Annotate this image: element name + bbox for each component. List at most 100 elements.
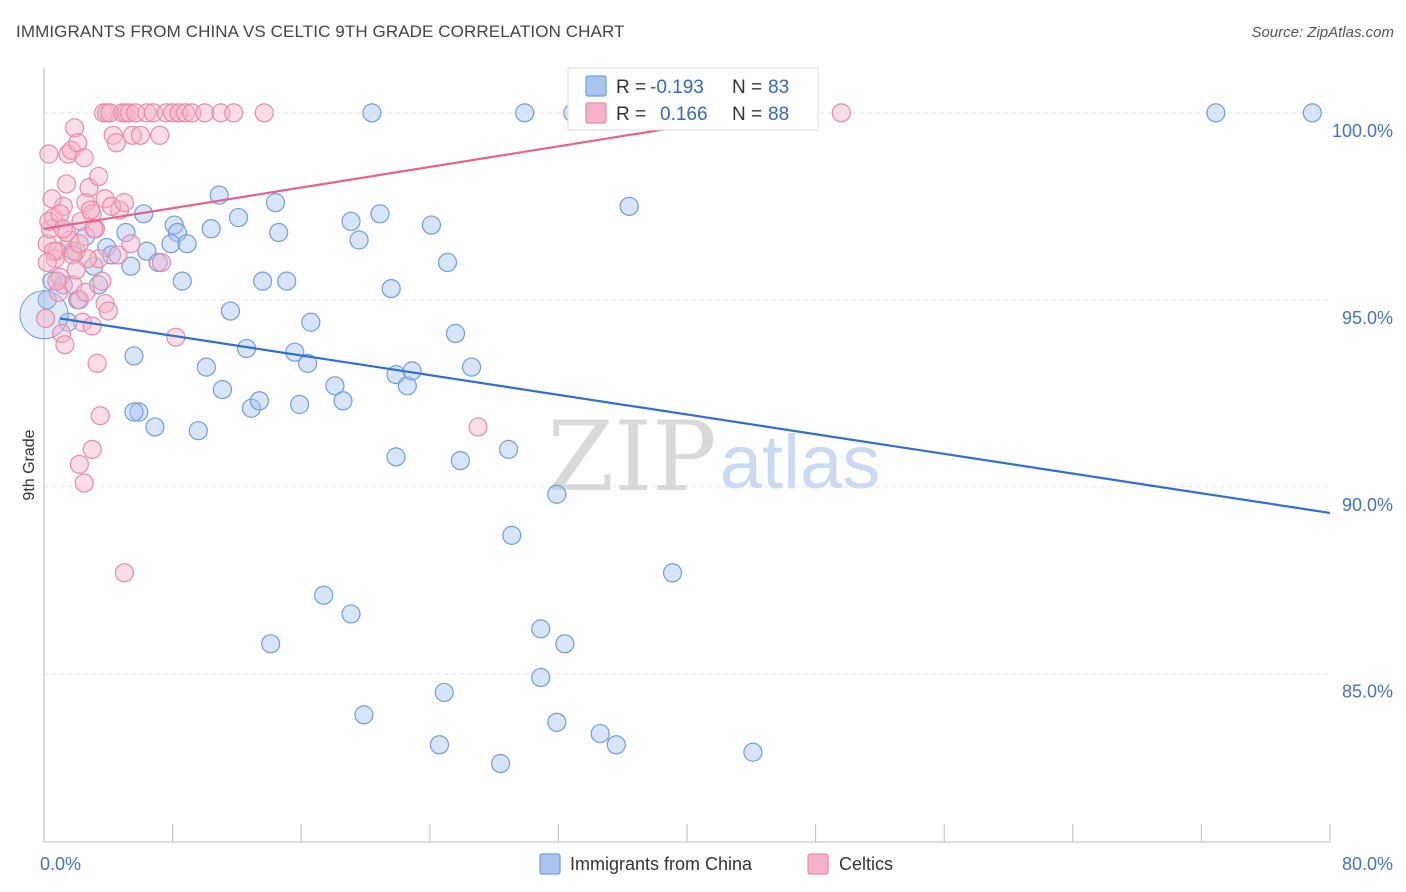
point-celtic-72 xyxy=(50,204,70,224)
point-celtic-85 xyxy=(47,271,67,291)
point-celtic-24 xyxy=(52,323,72,344)
point-celtic-16 xyxy=(89,249,109,269)
point-celtic-82 xyxy=(114,193,134,213)
point-celtic-19 xyxy=(98,301,118,321)
point-china-15 xyxy=(145,417,165,437)
point-celtic-41 xyxy=(106,133,126,153)
point-china-27 xyxy=(220,301,241,321)
point-celtic-36 xyxy=(90,406,110,426)
point-celtic-80 xyxy=(101,196,122,216)
source-label: Source: ZipAtlas.com xyxy=(1251,24,1394,41)
point-china-54 xyxy=(515,103,535,123)
point-china-73 xyxy=(354,705,374,725)
point-china-59 xyxy=(1302,103,1322,123)
point-china-65 xyxy=(662,563,683,583)
point-celtic-79 xyxy=(95,189,115,209)
point-celtic-6 xyxy=(56,174,77,194)
point-celtic-59 xyxy=(224,103,244,123)
point-china-30 xyxy=(241,398,261,418)
point-china-75 xyxy=(490,753,511,774)
x-tick-label-1: 80.0% xyxy=(1342,854,1393,874)
point-china-21 xyxy=(177,234,197,254)
point-china-43 xyxy=(349,230,369,250)
point-china-31 xyxy=(249,391,270,411)
bottom-legend-label-celtic: Celtics xyxy=(839,854,893,874)
legend-n-value-celtic: 88 xyxy=(768,104,789,125)
point-china-22 xyxy=(188,421,208,441)
point-celtic-74 xyxy=(63,245,83,265)
point-china-32 xyxy=(253,271,273,291)
point-china-23 xyxy=(196,357,216,377)
legend-swatch-china xyxy=(585,75,607,97)
point-celtic-68 xyxy=(468,417,488,437)
point-china-50 xyxy=(437,252,458,273)
point-celtic-69 xyxy=(36,308,56,329)
point-china-35 xyxy=(277,271,297,291)
point-china-8 xyxy=(116,222,136,243)
point-china-12 xyxy=(124,402,144,422)
point-celtic-17 xyxy=(92,271,112,291)
y-tick-label-1: 95.0% xyxy=(1342,308,1393,328)
point-celtic-57 xyxy=(195,103,215,123)
bottom-legend-swatch-china xyxy=(539,853,561,875)
point-celtic-73 xyxy=(56,222,77,243)
x-tick-label-0: 0.0% xyxy=(40,854,81,874)
point-celtic-55 xyxy=(175,103,196,123)
watermark-zip: ZIP xyxy=(547,401,716,513)
point-china-20 xyxy=(161,234,181,254)
legend-r-value-celtic: 0.166 xyxy=(660,104,708,125)
point-china-24 xyxy=(201,219,221,239)
legend-box xyxy=(567,67,819,131)
trend-lines xyxy=(43,111,1331,515)
point-celtic-86 xyxy=(53,219,73,239)
y-axis-label: 9th Grade xyxy=(21,429,38,500)
point-china-78 xyxy=(606,735,626,755)
point-china-70 xyxy=(261,634,281,654)
point-china-38 xyxy=(298,353,318,373)
series-legend: Immigrants from China Celtics xyxy=(539,853,893,875)
point-china-53 xyxy=(362,103,382,123)
point-china-40 xyxy=(325,376,345,396)
point-china-37 xyxy=(289,394,310,415)
point-china-68 xyxy=(531,619,551,639)
point-china-61 xyxy=(450,451,470,471)
point-celtic-21 xyxy=(42,189,62,209)
point-celtic-33 xyxy=(81,200,101,220)
point-china-9 xyxy=(121,256,141,276)
point-china-41 xyxy=(333,391,353,411)
point-china-72 xyxy=(434,682,454,703)
legend-n-label-china: N = xyxy=(732,77,762,98)
point-china-25 xyxy=(212,379,233,400)
point-celtic-71 xyxy=(44,241,64,261)
point-celtic-28 xyxy=(64,118,85,138)
point-china-74 xyxy=(429,735,450,755)
point-china-47 xyxy=(397,376,417,396)
trend-line-china xyxy=(59,317,1331,515)
legend-n-label-celtic: N = xyxy=(732,104,762,125)
point-china-76 xyxy=(547,712,567,732)
point-celtic-10 xyxy=(69,290,89,310)
y-tick-label-0: 100.0% xyxy=(1332,121,1393,141)
legend-r-label-china: R = xyxy=(616,77,646,98)
point-celtic-64 xyxy=(74,473,94,493)
point-celtic-83 xyxy=(121,234,141,254)
point-china-66 xyxy=(314,585,334,605)
point-china-60 xyxy=(386,447,406,467)
point-china-62 xyxy=(498,439,519,459)
point-celtic-60 xyxy=(254,103,274,123)
point-china-39 xyxy=(301,312,321,332)
point-china-33 xyxy=(265,193,286,213)
point-china-7 xyxy=(101,245,122,265)
point-china-71 xyxy=(531,667,551,688)
point-celtic-75 xyxy=(69,234,89,254)
point-celtic-87 xyxy=(66,260,86,280)
legend-swatch-celtic xyxy=(585,102,607,124)
point-celtic-0 xyxy=(37,234,57,254)
point-celtic-51 xyxy=(150,125,170,145)
point-celtic-20 xyxy=(39,144,59,164)
point-china-34 xyxy=(269,222,289,243)
y-tick-label-2: 90.0% xyxy=(1342,495,1393,515)
point-china-77 xyxy=(590,723,610,744)
bottom-legend-swatch-celtic xyxy=(807,853,829,875)
